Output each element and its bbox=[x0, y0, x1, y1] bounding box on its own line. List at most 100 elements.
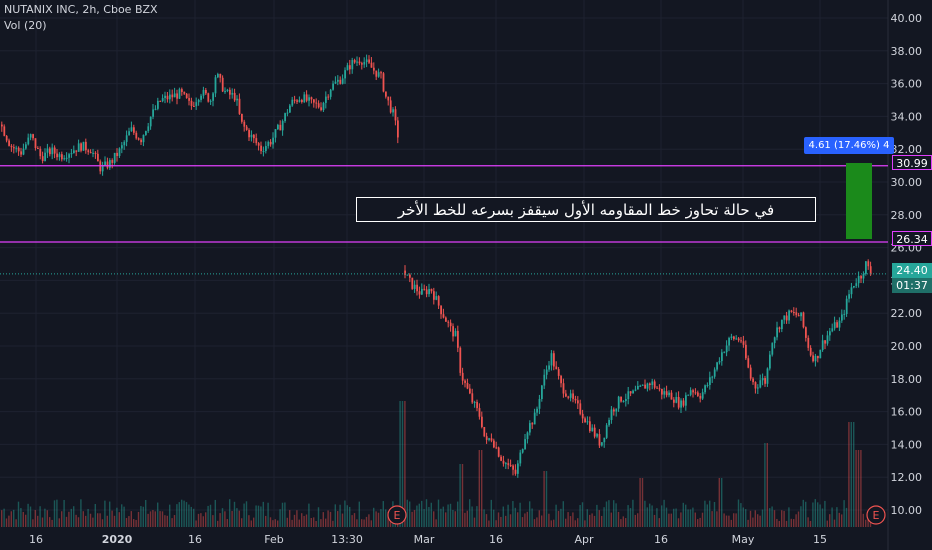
candle-body bbox=[296, 100, 298, 102]
earnings-marker[interactable] bbox=[866, 505, 886, 525]
volume-bar bbox=[449, 503, 452, 527]
volume-bar bbox=[344, 500, 346, 527]
y-tick-label: 10.00 bbox=[891, 504, 923, 517]
measure-range-box[interactable] bbox=[846, 163, 872, 239]
volume-bar bbox=[759, 515, 761, 527]
earnings-marker[interactable] bbox=[387, 505, 407, 525]
volume-bar bbox=[70, 508, 72, 527]
candle-body bbox=[260, 145, 262, 152]
volume-bar bbox=[375, 511, 377, 527]
candle-body bbox=[548, 365, 550, 370]
volume-bar bbox=[788, 507, 790, 527]
volume-bar bbox=[545, 471, 548, 527]
candle-body bbox=[843, 313, 846, 315]
volume-bar bbox=[339, 504, 341, 527]
volume-bar bbox=[524, 513, 526, 527]
candle-body bbox=[22, 148, 25, 155]
volume-bar bbox=[704, 500, 706, 527]
candle-body bbox=[382, 73, 385, 92]
volume-bar bbox=[327, 510, 329, 527]
candle-body bbox=[555, 366, 558, 370]
candle-body bbox=[344, 70, 346, 79]
volume-bar bbox=[113, 515, 116, 527]
volume-bar bbox=[221, 508, 224, 527]
candle-body bbox=[718, 361, 721, 363]
annotation-textbox[interactable]: في حالة تحاوز خط المقاومه الأول سيقفز بس… bbox=[356, 197, 816, 222]
volume-bar bbox=[29, 506, 32, 527]
volume-bar bbox=[824, 500, 826, 527]
volume-bar bbox=[589, 514, 591, 527]
volume-bar bbox=[118, 512, 120, 527]
volume-bar bbox=[353, 513, 356, 527]
y-tick-label: 40.00 bbox=[891, 12, 923, 25]
candle-body bbox=[747, 358, 750, 368]
volume-bar bbox=[685, 504, 687, 527]
volume-bar bbox=[173, 515, 176, 527]
candle-body bbox=[697, 392, 699, 396]
volume-bar bbox=[505, 515, 507, 527]
candle-body bbox=[339, 79, 342, 84]
candle-body bbox=[790, 310, 793, 313]
candle-body bbox=[58, 154, 61, 158]
volume-bar bbox=[488, 520, 490, 527]
volume-bar bbox=[598, 510, 600, 527]
volume-bar bbox=[867, 515, 869, 527]
volume-bar bbox=[442, 506, 444, 527]
volume-bar bbox=[269, 517, 272, 527]
volume-bar bbox=[128, 516, 130, 527]
volume-bar bbox=[224, 511, 226, 527]
candle-body bbox=[586, 421, 589, 423]
candle-body bbox=[466, 382, 469, 389]
candle-body bbox=[713, 369, 716, 377]
volume-bar bbox=[351, 515, 353, 527]
candle-body bbox=[217, 74, 219, 78]
volume-bar bbox=[495, 520, 497, 527]
candle-body bbox=[406, 274, 409, 276]
volume-bar bbox=[178, 502, 180, 527]
volume-bar bbox=[742, 507, 744, 527]
volume-bar bbox=[13, 509, 15, 527]
candle-body bbox=[257, 143, 260, 146]
candle-body bbox=[860, 276, 862, 279]
candle-body bbox=[197, 99, 200, 103]
x-tick-label: 16 bbox=[489, 533, 503, 546]
candle-body bbox=[812, 355, 814, 362]
candle-body bbox=[142, 134, 145, 143]
candle-body bbox=[308, 97, 310, 101]
candle-body bbox=[853, 285, 855, 288]
volume-bar bbox=[793, 519, 795, 527]
candle-body bbox=[46, 148, 49, 153]
volume-bar bbox=[821, 508, 824, 527]
volume-bar bbox=[363, 519, 365, 527]
volume-bar bbox=[377, 512, 380, 527]
candle-body bbox=[517, 463, 519, 474]
volume-bar bbox=[812, 502, 814, 527]
candle-body bbox=[421, 288, 423, 295]
candle-body bbox=[613, 409, 615, 412]
volume-bar bbox=[265, 515, 267, 527]
candle-body bbox=[665, 391, 668, 396]
candle-body bbox=[692, 390, 694, 393]
volume-bar bbox=[404, 401, 406, 527]
volume-bar bbox=[80, 499, 82, 527]
candle-body bbox=[80, 143, 82, 151]
volume-indicator-label: Vol (20) bbox=[4, 19, 47, 32]
candle-body bbox=[814, 355, 817, 362]
y-tick-label: 20.00 bbox=[891, 340, 923, 353]
volume-bar bbox=[605, 501, 608, 527]
candle-body bbox=[687, 394, 690, 396]
candle-body bbox=[521, 449, 524, 453]
volume-bar bbox=[613, 500, 615, 527]
candle-body bbox=[351, 60, 354, 70]
candle-body bbox=[200, 95, 202, 100]
volume-bar bbox=[385, 509, 387, 527]
volume-bar bbox=[329, 511, 332, 527]
candle-body bbox=[255, 138, 258, 144]
candle-body bbox=[689, 390, 692, 395]
candle-body bbox=[413, 284, 416, 289]
volume-bar bbox=[233, 501, 236, 527]
volume-bar bbox=[161, 511, 164, 527]
candle-body bbox=[608, 420, 610, 426]
candle-body bbox=[673, 399, 675, 403]
